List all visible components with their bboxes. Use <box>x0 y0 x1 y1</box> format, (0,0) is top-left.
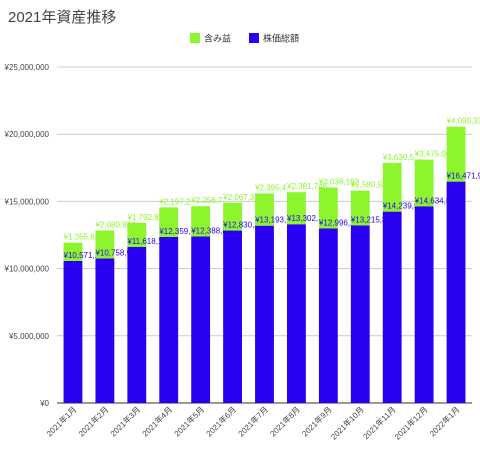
data-label-unrealized-gain: ¥2,080,834 <box>94 220 136 229</box>
bar-unrealized-gain <box>350 190 370 226</box>
x-tick-label: 2021年5月 <box>172 404 206 438</box>
bar-unrealized-gain <box>446 126 466 182</box>
data-label-unrealized-gain: ¥2,256,7… <box>190 196 230 205</box>
bar-unrealized-gain <box>127 222 147 247</box>
data-label-unrealized-gain: ¥3,630,5… <box>382 153 422 162</box>
data-label-stock-value: ¥14,239,556 <box>382 202 428 211</box>
bar-unrealized-gain <box>318 187 338 229</box>
x-tick-label: 2022年1月 <box>427 404 461 438</box>
bar-stock-value <box>350 225 370 403</box>
bar-stock-value <box>223 230 242 403</box>
y-tick-label: ¥10,000,000 <box>4 265 50 274</box>
data-label-stock-value: ¥10,571,2… <box>63 251 108 260</box>
legend-label: 含み益 <box>204 33 231 44</box>
x-tick-label: 2021年6月 <box>204 404 238 438</box>
data-label-stock-value: ¥13,215,884 <box>350 215 396 224</box>
data-label-stock-value: ¥11,618,190 <box>126 237 171 246</box>
data-label-unrealized-gain: ¥3,475,063 <box>414 150 456 159</box>
bar-unrealized-gain <box>159 207 179 237</box>
bar-stock-value <box>382 211 402 403</box>
data-label-unrealized-gain: ¥2,580,545 <box>350 181 392 190</box>
bar-stock-value <box>255 225 274 403</box>
bar-stock-value <box>159 236 179 403</box>
x-tick-label: 2021年1月 <box>44 404 78 438</box>
bar-stock-value <box>414 206 434 403</box>
x-tick-label: 2021年2月 <box>76 404 110 438</box>
bar-unrealized-gain <box>255 193 274 226</box>
x-tick-label: 2021年10月 <box>328 404 365 441</box>
data-label-stock-value: ¥12,388,856 <box>190 226 236 235</box>
bar-stock-value <box>95 258 115 403</box>
y-tick-label: ¥25,000,000 <box>4 63 50 72</box>
legend-swatch <box>190 33 200 43</box>
x-tick-label: 2021年8月 <box>268 404 302 438</box>
data-label-unrealized-gain: ¥1,355,616 <box>63 233 105 242</box>
data-label-stock-value: ¥16,471,988 <box>446 172 480 181</box>
bar-stock-value <box>191 236 211 403</box>
bar-stock-value <box>318 228 338 403</box>
legend-swatch <box>249 33 259 43</box>
data-label-stock-value: ¥13,302,106 <box>286 214 332 223</box>
data-label-stock-value: ¥12,996,297 <box>318 218 364 227</box>
bar-unrealized-gain <box>191 206 211 237</box>
data-label-stock-value: ¥13,193,… <box>254 216 294 225</box>
bar-stock-value <box>63 260 83 403</box>
y-tick-label: ¥0 <box>39 399 49 408</box>
y-tick-label: ¥5,000,000 <box>8 332 50 341</box>
data-label-unrealized-gain: ¥2,381,748 <box>286 182 328 191</box>
x-tick-label: 2021年4月 <box>140 404 174 438</box>
legend-label: 株価総額 <box>263 33 299 44</box>
chart-title: 2021年資産推移 <box>8 9 117 26</box>
data-label-stock-value: ¥10,758,937 <box>94 248 140 257</box>
data-label-unrealized-gain: ¥1,792,822 <box>126 213 168 222</box>
data-label-unrealized-gain: ¥2,197,2… <box>158 197 198 206</box>
bar-stock-value <box>287 224 306 403</box>
data-label-unrealized-gain: ¥3,038,192 <box>318 177 360 186</box>
x-tick-label: 2021年9月 <box>300 404 334 438</box>
data-label-unrealized-gain: ¥2,067,310 <box>222 193 264 202</box>
x-tick-label: 2021年3月 <box>108 404 142 438</box>
bar-unrealized-gain <box>223 202 242 231</box>
y-tick-label: ¥15,000,000 <box>4 197 50 206</box>
bar-unrealized-gain <box>287 192 306 225</box>
data-label-unrealized-gain: ¥4,090,337 <box>446 117 480 126</box>
data-label-unrealized-gain: ¥2,395,4… <box>254 183 294 192</box>
bar-unrealized-gain <box>63 242 83 261</box>
bar-unrealized-gain <box>95 230 115 259</box>
bar-unrealized-gain <box>414 159 434 207</box>
data-label-stock-value: ¥14,634,566 <box>414 196 460 205</box>
bar-stock-value <box>127 246 147 403</box>
x-tick-label: 2021年7月 <box>236 404 270 438</box>
bar-stock-value <box>446 181 466 403</box>
y-tick-label: ¥20,000,000 <box>4 130 50 139</box>
data-label-stock-value: ¥12,359,… <box>158 227 198 236</box>
bar-unrealized-gain <box>382 162 402 212</box>
data-label-stock-value: ¥12,830,232 <box>222 221 268 230</box>
x-tick-label: 2021年12月 <box>392 404 429 441</box>
